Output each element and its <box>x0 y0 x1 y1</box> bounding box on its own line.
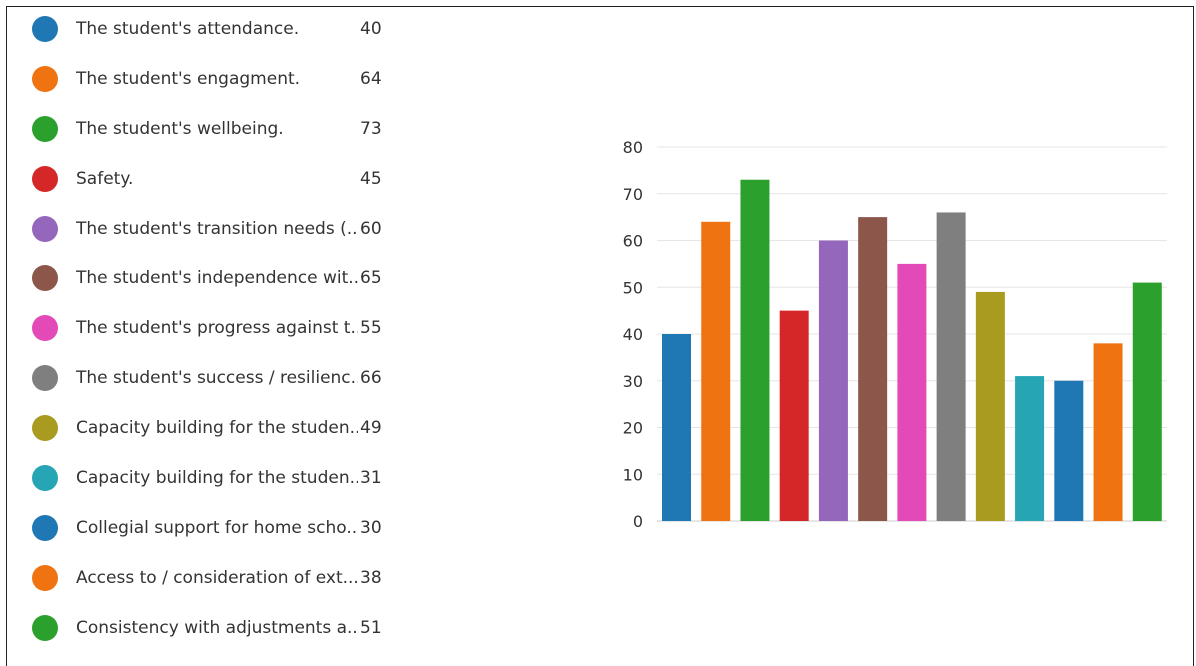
y-tick-label: 60 <box>623 232 643 251</box>
legend-item: The student's transition needs (... 60 <box>32 204 412 254</box>
legend-value: 55 <box>360 318 382 339</box>
legend-value: 45 <box>360 168 382 189</box>
legend-value: 38 <box>360 567 382 588</box>
legend-swatch <box>32 514 58 541</box>
legend-label: The student's attendance. <box>76 18 300 39</box>
legend-value: 73 <box>360 118 382 139</box>
legend-value: 31 <box>360 467 382 488</box>
legend-item: Access to / consideration of ext... 38 <box>32 553 412 603</box>
legend-swatch <box>32 165 58 192</box>
bar[interactable] <box>701 221 731 522</box>
legend-value: 65 <box>360 268 382 289</box>
legend-item: Consistency with adjustments a... 51 <box>32 603 412 653</box>
bar[interactable] <box>818 240 848 522</box>
legend-item: Collegial support for home scho... 30 <box>32 503 412 553</box>
legend: The student's attendance. 40 The student's… <box>32 4 412 653</box>
y-tick-label: 0 <box>633 512 643 531</box>
bar[interactable] <box>662 334 691 521</box>
legend-swatch <box>32 315 58 342</box>
legend-label: The student's transition needs (... <box>76 218 358 239</box>
bar[interactable] <box>740 179 770 521</box>
legend-swatch <box>32 265 58 292</box>
y-tick-label: 50 <box>623 278 643 297</box>
bar[interactable] <box>1015 376 1045 521</box>
legend-value: 64 <box>360 68 382 89</box>
legend-label: The student's success / resilienc... <box>76 368 358 389</box>
y-tick-label: 80 <box>623 138 643 157</box>
bar[interactable] <box>858 217 888 521</box>
legend-item: The student's independence wit... 65 <box>32 253 412 303</box>
legend-swatch <box>32 564 58 591</box>
legend-label: Capacity building for the studen... <box>76 418 358 439</box>
legend-item: The student's engagment. 64 <box>32 54 412 104</box>
legend-swatch <box>32 15 58 42</box>
legend-value: 60 <box>360 218 382 239</box>
legend-item: The student's progress against t... 55 <box>32 303 412 353</box>
bar[interactable] <box>936 212 966 521</box>
bar[interactable] <box>1093 343 1123 521</box>
legend-item: Capacity building for the studen... 49 <box>32 403 412 453</box>
y-tick-label: 30 <box>623 372 643 391</box>
legend-swatch <box>32 115 58 142</box>
bar[interactable] <box>897 263 927 521</box>
legend-swatch <box>32 464 58 491</box>
legend-label: The student's independence wit... <box>76 268 358 289</box>
legend-value: 40 <box>360 18 382 39</box>
legend-swatch <box>32 215 58 242</box>
legend-value: 49 <box>360 418 382 439</box>
legend-label: The student's wellbeing. <box>76 118 284 139</box>
legend-item: Capacity building for the studen... 31 <box>32 453 412 503</box>
legend-swatch <box>32 415 58 442</box>
bar[interactable] <box>1132 282 1162 521</box>
legend-label: Access to / consideration of ext... <box>76 567 358 588</box>
legend-swatch <box>32 365 58 392</box>
legend-item: The student's wellbeing. 73 <box>32 104 412 154</box>
legend-item: The student's attendance. 40 <box>32 4 412 54</box>
legend-item: The student's success / resilienc... 66 <box>32 353 412 403</box>
y-tick-label: 10 <box>623 465 643 484</box>
y-tick-label: 20 <box>623 419 643 438</box>
legend-label: Safety. <box>76 168 134 189</box>
legend-value: 66 <box>360 368 382 389</box>
legend-label: Collegial support for home scho... <box>76 517 358 538</box>
bar-chart: 0 10 20 30 40 50 60 70 80 <box>623 138 1167 531</box>
legend-label: The student's progress against t... <box>76 318 358 339</box>
bar[interactable] <box>1054 380 1084 521</box>
legend-swatch <box>32 614 58 641</box>
legend-label: The student's engagment. <box>76 68 301 89</box>
y-tick-label: 40 <box>623 325 643 344</box>
legend-label: Capacity building for the studen... <box>76 467 358 488</box>
legend-value: 51 <box>360 617 382 638</box>
legend-value: 30 <box>360 517 382 538</box>
bar[interactable] <box>975 291 1005 521</box>
legend-item: Safety. 45 <box>32 154 412 204</box>
bar[interactable] <box>779 310 809 521</box>
legend-label: Consistency with adjustments a... <box>76 617 358 638</box>
y-tick-label: 70 <box>623 185 643 204</box>
legend-swatch <box>32 65 58 92</box>
